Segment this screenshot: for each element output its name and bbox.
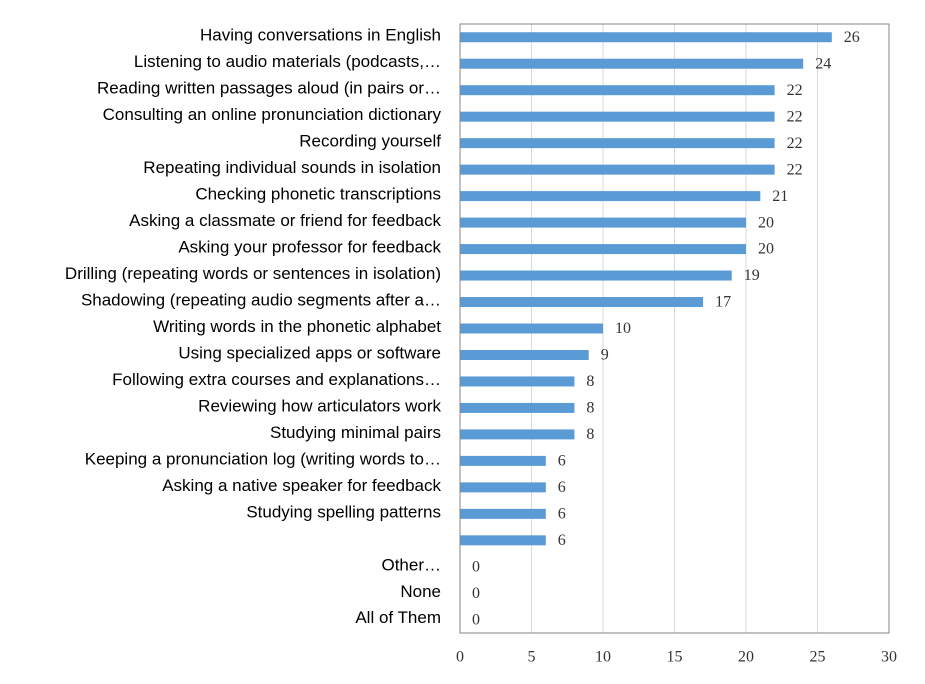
bar — [460, 138, 775, 149]
bar — [460, 58, 804, 69]
y-tick-label: None — [400, 582, 441, 601]
bar — [460, 270, 732, 281]
bar — [460, 508, 546, 519]
x-tick-label: 0 — [456, 649, 464, 666]
bar — [460, 376, 575, 387]
bar — [460, 455, 546, 466]
data-label: 8 — [586, 426, 594, 443]
data-label: 21 — [772, 188, 788, 205]
data-label: 0 — [472, 558, 480, 575]
bar — [460, 482, 546, 493]
bar — [460, 323, 603, 334]
plot-border — [459, 23, 890, 634]
data-label: 0 — [472, 611, 480, 628]
bar — [460, 297, 704, 308]
x-tick-label: 25 — [810, 649, 826, 666]
bar — [460, 85, 775, 96]
y-tick-label: Repeating individual sounds in isolation — [143, 158, 441, 177]
data-label: 17 — [715, 294, 731, 311]
x-tick-label: 5 — [528, 649, 536, 666]
y-tick-label: Using specialized apps or software — [178, 343, 441, 362]
y-tick-label: Other… — [381, 555, 441, 574]
bar — [460, 191, 761, 202]
data-label: 20 — [758, 214, 774, 231]
data-label: 22 — [787, 82, 803, 99]
y-tick-label: Reviewing how articulators work — [198, 396, 441, 415]
bar — [460, 349, 589, 360]
y-tick-label: Asking your professor for feedback — [178, 238, 441, 257]
y-tick-label: Keeping a pronunciation log (writing wor… — [85, 449, 441, 468]
bar — [460, 32, 832, 43]
y-tick-label: Studying spelling patterns — [246, 502, 441, 521]
bar — [460, 164, 775, 175]
y-tick-label: Shadowing (repeating audio segments afte… — [81, 291, 441, 310]
data-label: 6 — [558, 479, 566, 496]
y-tick-label: Reading written passages aloud (in pairs… — [97, 79, 441, 98]
bar — [460, 244, 746, 255]
bar — [460, 217, 746, 228]
y-tick-label: Drilling (repeating words or sentences i… — [65, 264, 441, 283]
data-label: 19 — [744, 267, 760, 284]
y-tick-label: Checking phonetic transcriptions — [195, 185, 441, 204]
data-label: 20 — [758, 241, 774, 258]
data-label: 8 — [586, 373, 594, 390]
x-tick-label: 10 — [595, 649, 611, 666]
y-tick-label: Consulting an online pronunciation dicti… — [103, 105, 442, 124]
y-tick-label: Asking a classmate or friend for feedbac… — [129, 211, 441, 230]
y-tick-label: Studying minimal pairs — [270, 423, 441, 442]
y-tick-label: All of Them — [355, 608, 441, 627]
data-label: 9 — [601, 347, 609, 364]
data-label: 0 — [472, 585, 480, 602]
data-label: 22 — [787, 161, 803, 178]
data-label: 26 — [844, 29, 860, 46]
y-tick-label: Having conversations in English — [200, 26, 441, 45]
y-tick-label: Following extra courses and explanations… — [112, 370, 441, 389]
data-label: 10 — [615, 320, 631, 337]
data-label: 8 — [586, 400, 594, 417]
bar — [460, 402, 575, 413]
data-label: 22 — [787, 108, 803, 125]
x-tick-label: 30 — [881, 649, 897, 666]
data-label: 6 — [558, 453, 566, 470]
bar — [460, 535, 546, 546]
y-tick-label: Listening to audio materials (podcasts,… — [134, 52, 441, 71]
bar — [460, 111, 775, 122]
data-label: 6 — [558, 532, 566, 549]
data-label: 24 — [815, 55, 831, 72]
bar — [460, 429, 575, 440]
y-tick-label: Recording yourself — [299, 132, 441, 151]
data-label: 22 — [787, 135, 803, 152]
data-label: 6 — [558, 506, 566, 523]
x-tick-label: 15 — [667, 649, 683, 666]
y-tick-label: Asking a native speaker for feedback — [162, 476, 441, 495]
y-tick-label: Writing words in the phonetic alphabet — [153, 317, 441, 336]
x-tick-label: 20 — [738, 649, 754, 666]
